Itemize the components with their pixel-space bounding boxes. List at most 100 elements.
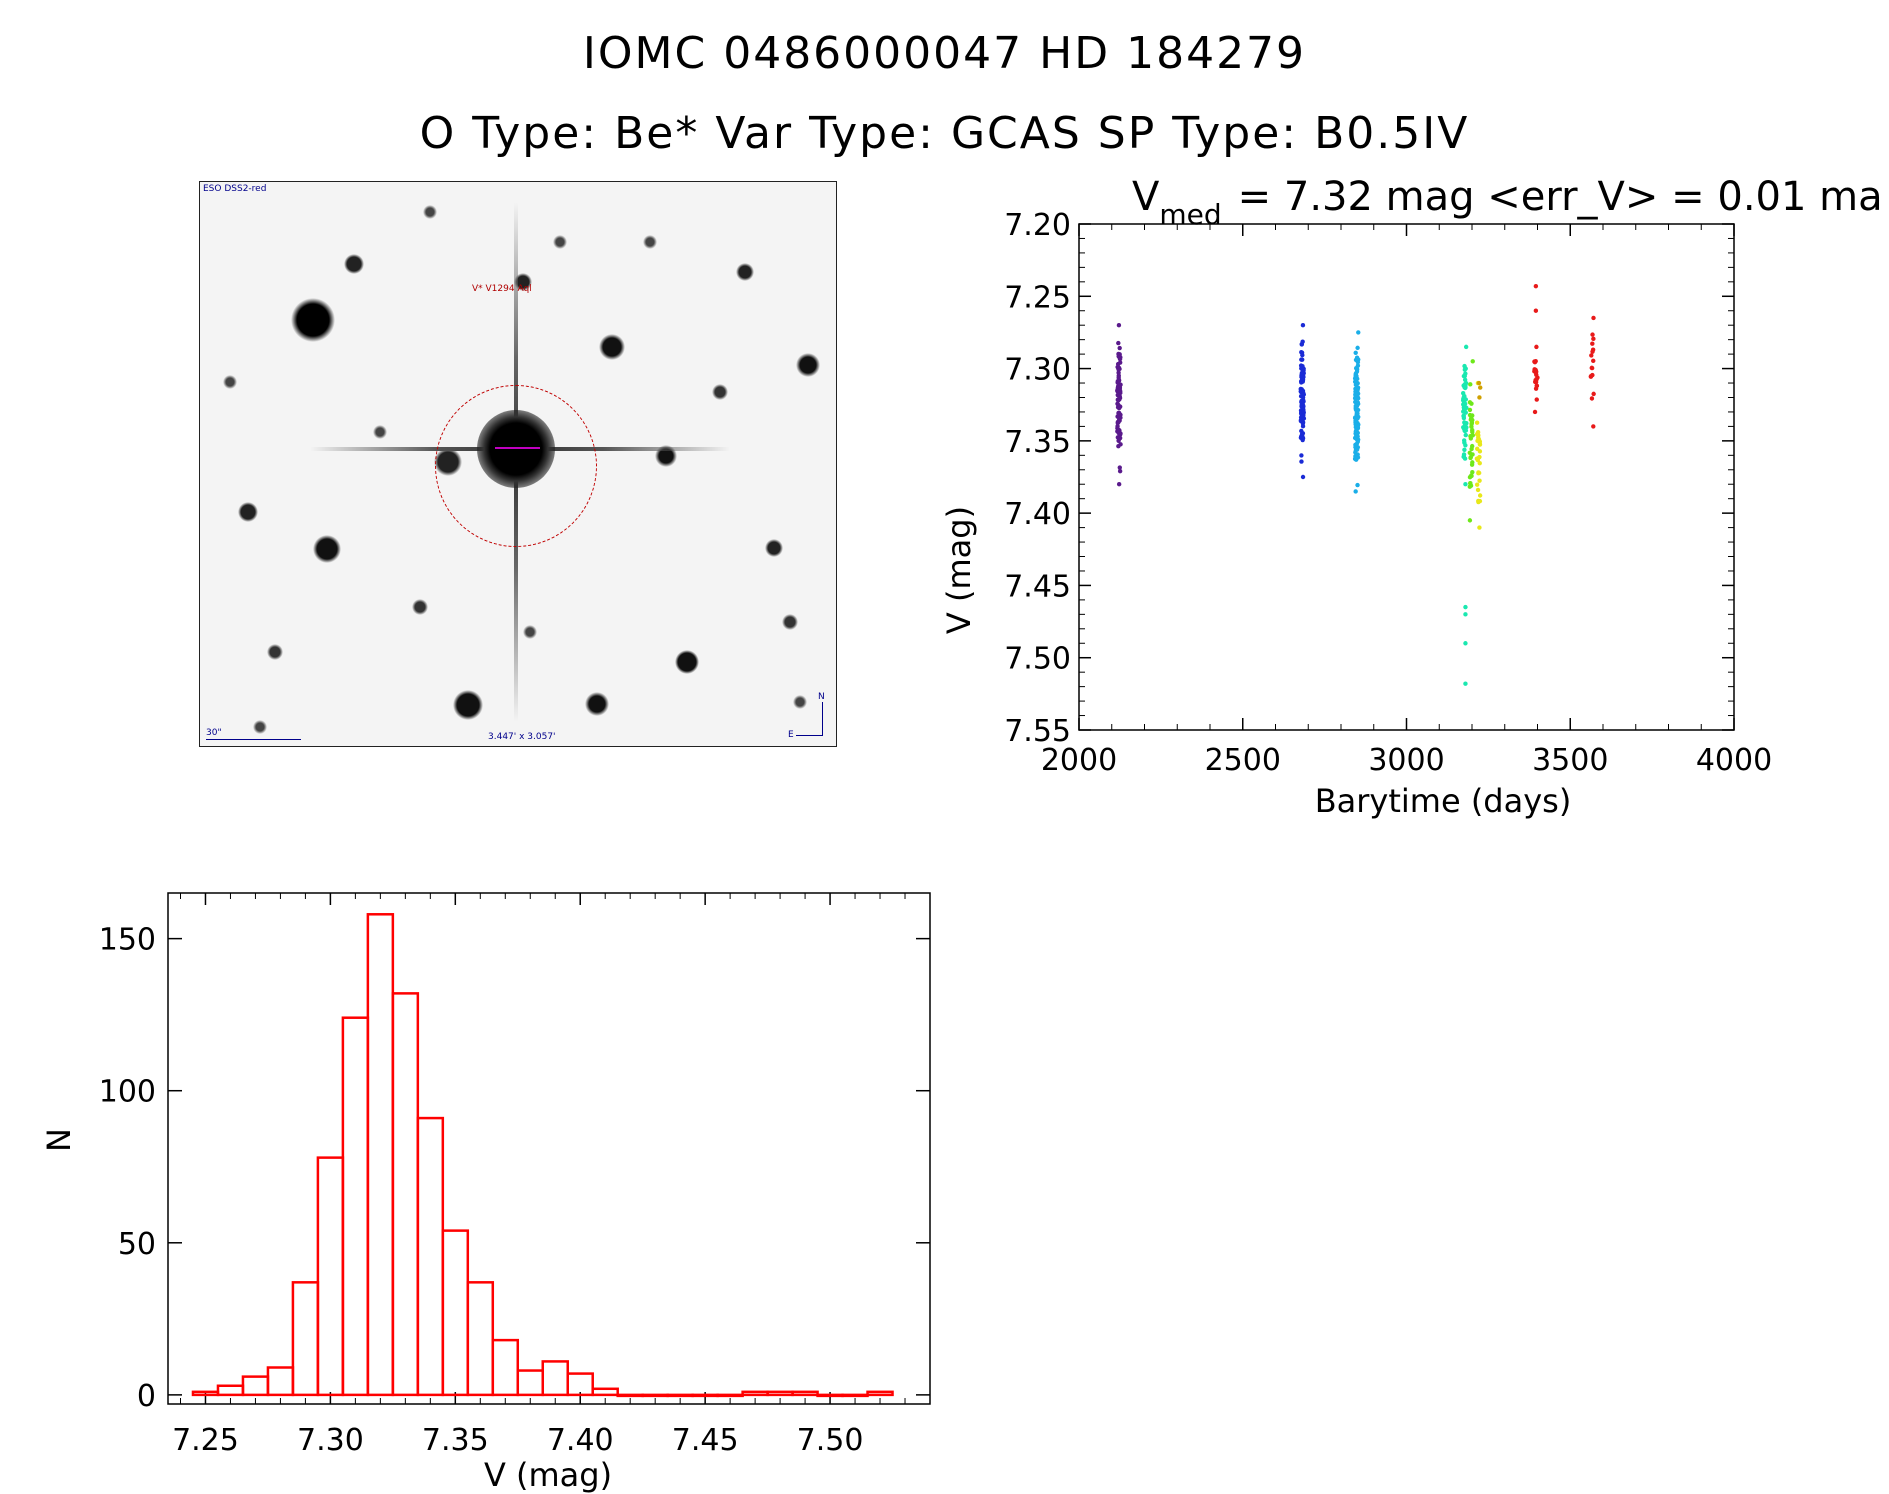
y-tick-label: 50 <box>118 1227 156 1262</box>
data-point <box>1298 363 1304 368</box>
data-point <box>1470 359 1475 364</box>
data-point-outlier <box>1533 308 1539 313</box>
data-point <box>1300 474 1306 480</box>
data-point <box>1353 379 1358 384</box>
data-point <box>1463 432 1468 438</box>
data-point <box>1300 339 1305 344</box>
data-point <box>1477 442 1483 447</box>
data-point <box>1591 391 1596 397</box>
data-point <box>1115 429 1120 434</box>
data-point <box>1470 433 1476 438</box>
plot-frame <box>167 892 931 1405</box>
histogram-bar <box>341 1016 370 1397</box>
histogram-bar <box>566 1372 594 1397</box>
data-point <box>1356 330 1361 335</box>
data-point <box>1299 350 1304 355</box>
data-point <box>1533 379 1539 385</box>
title-rest: = 7.32 mag <err_V> = 0.01 mag <box>1238 174 1880 220</box>
data-point <box>1115 380 1120 385</box>
x-tick-label: 2000 <box>1041 743 1117 778</box>
data-point <box>1590 332 1595 337</box>
histogram-bar <box>816 1393 844 1398</box>
data-point <box>1462 406 1468 412</box>
data-point <box>1299 403 1304 408</box>
x-tick-label: 3000 <box>1368 743 1444 778</box>
data-point <box>1476 437 1482 442</box>
data-point <box>1533 369 1539 374</box>
data-point <box>1354 366 1360 372</box>
data-point <box>1299 453 1304 458</box>
data-point <box>1117 345 1122 351</box>
y-tick-label: 7.20 <box>1004 208 1071 243</box>
data-point <box>1591 315 1596 321</box>
x-tick-label: 7.45 <box>672 1423 739 1458</box>
finder-chart-image: ESO DSS2-red V* V1294 Aql 30" 3.447' x 3… <box>199 181 837 747</box>
data-point <box>1474 432 1480 437</box>
x-tick-label: 7.30 <box>297 1423 364 1458</box>
data-point <box>1478 385 1483 390</box>
y-tick-label: 150 <box>99 923 156 958</box>
x-tick-label: 7.25 <box>172 1423 239 1458</box>
data-point <box>1463 410 1468 415</box>
data-point <box>1300 377 1306 382</box>
data-point <box>1468 455 1473 461</box>
y-tick-label: 7.30 <box>1004 353 1071 388</box>
data-point <box>1470 413 1475 418</box>
data-point <box>1469 443 1475 449</box>
scale-label: 30" <box>206 728 222 738</box>
y-tick-label: 7.50 <box>1004 642 1071 677</box>
data-point <box>1116 392 1121 397</box>
scale-bar <box>206 739 301 740</box>
histogram-bar <box>591 1387 619 1397</box>
histogram-bar <box>266 1366 295 1397</box>
data-point <box>1116 411 1121 416</box>
title-sub: med <box>1159 198 1221 231</box>
data-point <box>1463 482 1468 487</box>
data-point <box>1534 344 1539 350</box>
data-point <box>1115 420 1120 426</box>
data-point-outlier <box>1463 604 1468 610</box>
histogram-chart: 7.25 7.30 7.35 7.40 7.45 7.50 0 50 100 150 V (mag… <box>40 892 931 1494</box>
data-point <box>1116 482 1122 487</box>
data-point <box>1589 365 1594 371</box>
histogram-bar <box>391 992 420 1397</box>
data-point <box>1299 459 1304 464</box>
data-point <box>1300 413 1306 419</box>
histogram-bar <box>541 1360 569 1397</box>
data-point <box>1355 482 1360 488</box>
data-point <box>1534 397 1539 402</box>
data-point-outlier <box>1463 681 1468 686</box>
page-subtitle: O Type: Be* Var Type: GCAS SP Type: B0.5… <box>419 108 1470 159</box>
page-title: IOMC 0486000047 HD 184279 <box>582 28 1307 79</box>
data-point-outlier <box>1463 641 1468 646</box>
data-point <box>1591 358 1596 364</box>
data-point <box>1352 456 1358 462</box>
x-tick-label: 7.35 <box>422 1423 489 1458</box>
data-point <box>1477 525 1482 530</box>
data-point <box>1116 387 1122 393</box>
data-point <box>1300 424 1306 429</box>
data-point <box>1474 482 1480 487</box>
histogram-bar <box>316 1156 345 1397</box>
y-tick-label: 7.45 <box>1004 569 1071 604</box>
data-point <box>1299 431 1305 437</box>
data-point <box>1468 382 1473 387</box>
data-point <box>1115 423 1120 429</box>
data-point <box>1301 366 1306 371</box>
data-point <box>1353 392 1358 397</box>
data-point <box>1476 470 1481 475</box>
histogram-bar <box>491 1338 520 1397</box>
data-point <box>1462 363 1467 369</box>
data-point <box>1355 400 1361 405</box>
compass-east-arrow <box>796 735 823 736</box>
histogram-bar <box>841 1393 869 1398</box>
data-point-outlier <box>1463 612 1468 617</box>
histogram-bar <box>441 1229 470 1397</box>
data-point <box>1467 518 1473 523</box>
data-point <box>1463 344 1469 350</box>
data-point <box>1477 461 1482 466</box>
data-point <box>1462 377 1468 382</box>
data-point <box>1477 478 1482 483</box>
data-point <box>1534 383 1540 389</box>
data-point <box>1461 402 1466 407</box>
